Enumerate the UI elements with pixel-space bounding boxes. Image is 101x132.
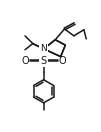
Text: N: N <box>40 44 47 53</box>
Text: O: O <box>21 55 29 65</box>
Text: O: O <box>58 55 66 65</box>
Text: S: S <box>41 55 47 65</box>
